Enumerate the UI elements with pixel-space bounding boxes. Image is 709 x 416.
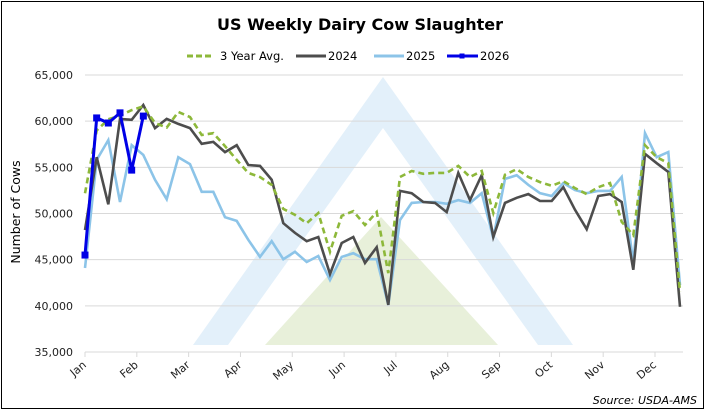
legend-label-2024: 2024 (328, 49, 357, 63)
y-tick-label: 60,000 (35, 115, 74, 128)
legend-label-2025: 2025 (406, 49, 435, 63)
logo-chevron-right (383, 77, 573, 345)
y-tick-label: 35,000 (35, 346, 74, 359)
legend-marker-2026 (459, 53, 465, 59)
data-point-2026 (93, 114, 101, 122)
x-tick-label: Jun (326, 358, 348, 380)
x-tick-label: Jan (67, 358, 89, 380)
y-axis-ticks: 35,000 40,000 45,000 50,000 55,000 60,000 65,0… (35, 69, 74, 359)
source-note: Source: USDA-AMS (593, 394, 697, 407)
legend-label-2026: 2026 (480, 49, 509, 63)
gridlines (85, 74, 683, 307)
data-point-2026 (104, 119, 112, 127)
x-axis: Jan Feb Mar Apr May Jun Jul Aug Sep Oct Nov Dec (67, 351, 683, 383)
chart-title: US Weekly Dairy Cow Slaughter (217, 15, 503, 34)
x-tick-label: Apr (221, 358, 244, 380)
x-tick-label: Mar (168, 358, 193, 382)
series-line-3-year-avg (83, 104, 682, 293)
logo-chevron-left (193, 77, 383, 345)
series-lines (81, 102, 682, 307)
legend-item-3yr-avg[interactable]: 3 Year Avg. (187, 49, 284, 63)
x-tick-label: Sep (479, 358, 503, 381)
series-line-2024 (83, 102, 682, 307)
y-tick-label: 65,000 (35, 69, 74, 82)
data-point-2026 (81, 251, 89, 259)
y-tick-label: 40,000 (35, 300, 74, 313)
logo-watermark (193, 77, 573, 345)
x-tick-label: Feb (117, 358, 140, 380)
y-axis-title: Number of Cows (8, 160, 23, 263)
x-tick-label: Dec (634, 358, 659, 382)
x-tick-label: Jul (381, 358, 400, 377)
data-point-2026 (116, 109, 124, 117)
legend-label-3yr-avg: 3 Year Avg. (220, 49, 284, 63)
y-tick-label: 50,000 (35, 208, 74, 221)
y-tick-label: 55,000 (35, 161, 74, 174)
x-tick-label: Oct (532, 358, 555, 381)
x-tick-label: Nov (582, 358, 607, 382)
series-line-2026 (83, 110, 145, 256)
x-tick-label: May (270, 358, 296, 383)
x-tick-label: Aug (427, 358, 452, 382)
data-point-2026 (128, 166, 136, 174)
legend-item-2024[interactable]: 2024 (296, 49, 357, 63)
legend: 3 Year Avg. 2024 2025 2026 (187, 49, 509, 63)
legend-item-2026[interactable]: 2026 (447, 49, 509, 63)
data-point-2026 (139, 112, 147, 120)
y-tick-label: 45,000 (35, 254, 74, 267)
legend-item-2025[interactable]: 2025 (374, 49, 435, 63)
